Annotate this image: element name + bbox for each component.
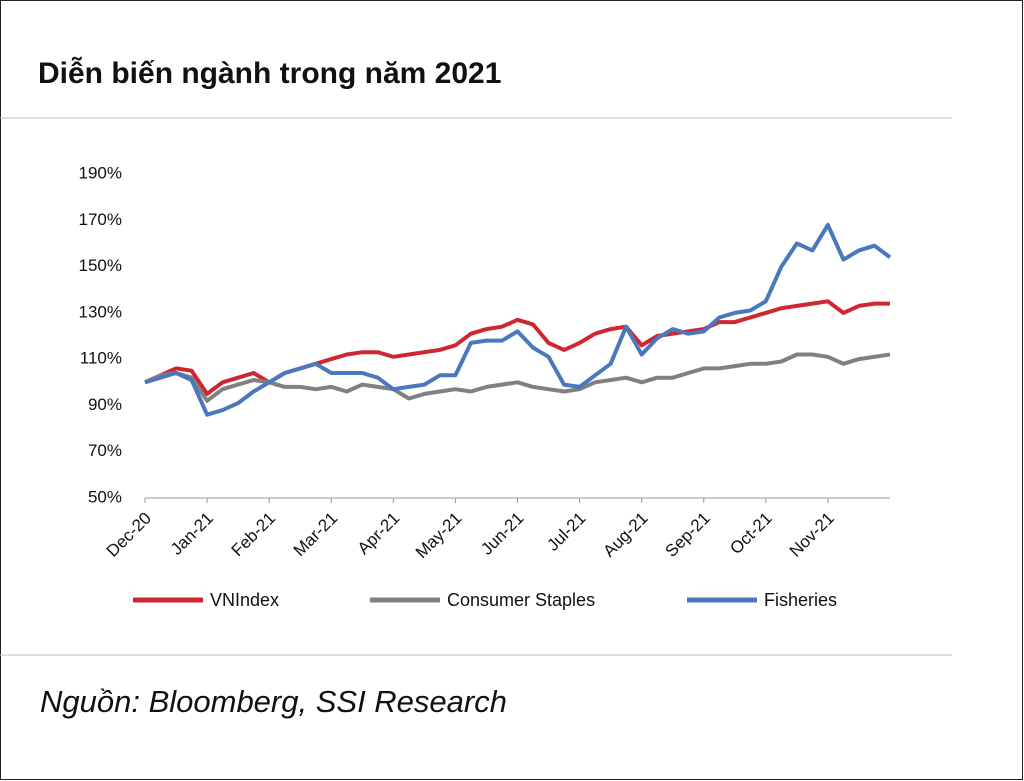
series-line: [144, 222, 892, 417]
y-tick-label: 170%: [79, 210, 122, 229]
y-tick-label: 70%: [88, 441, 122, 460]
legend-label: Consumer Staples: [447, 590, 595, 610]
legend-label: Fisheries: [764, 590, 837, 610]
y-tick-label: 130%: [79, 302, 122, 321]
legend-label: VNIndex: [210, 590, 279, 610]
source: Nguồn: Bloomberg, SSI Research: [40, 684, 507, 719]
y-tick-label: 90%: [88, 395, 122, 414]
y-tick-label: 110%: [80, 349, 122, 368]
y-tick-label: 50%: [88, 487, 122, 506]
y-tick-label: 190%: [79, 163, 122, 182]
y-tick-label: 150%: [79, 256, 122, 275]
chart-title: Diễn biến ngành trong năm 2021: [38, 56, 501, 90]
